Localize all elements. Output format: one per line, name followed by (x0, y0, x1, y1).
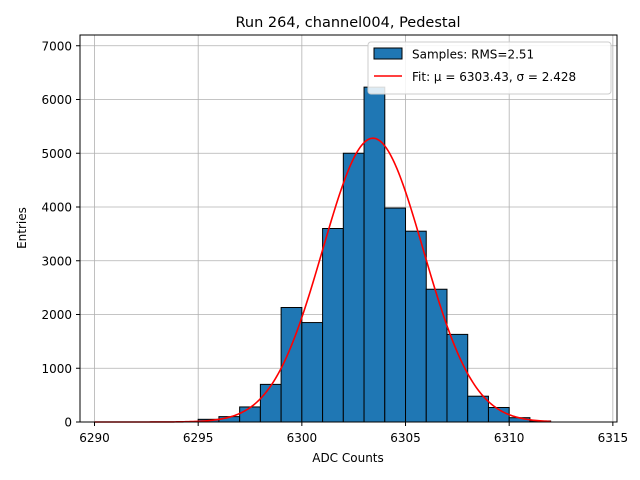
legend-frame (367, 41, 612, 95)
histogram-bar (363, 86, 386, 423)
x-tick-label: 6310 (494, 431, 525, 445)
legend-swatch-samples (373, 47, 403, 60)
x-axis-label: ADC Counts (312, 451, 384, 465)
y-tick-label: 5000 (41, 147, 72, 161)
x-tick-label: 6300 (287, 431, 318, 445)
x-tick-label: 6315 (598, 431, 629, 445)
legend-label-fit: Fit: μ = 6303.43, σ = 2.428 (412, 70, 576, 84)
histogram-bar (322, 228, 344, 423)
histogram-bar (384, 207, 407, 423)
histogram-bar (239, 406, 261, 423)
x-axis: 6290 6295 6300 6305 6310 6315 (79, 422, 628, 445)
histogram-bars (197, 86, 552, 423)
histogram-bar (301, 322, 324, 423)
legend: Samples: RMS=2.51 Fit: μ = 6303.43, σ = … (367, 41, 612, 95)
x-tick-label: 6305 (390, 431, 421, 445)
plot-frame (79, 34, 618, 423)
histogram-bar (405, 230, 427, 423)
y-axis: 0 1000 2000 3000 4000 5000 6000 7000 (41, 39, 80, 430)
histogram-bar (467, 395, 489, 423)
y-tick-label: 6000 (41, 93, 72, 107)
y-axis-label: Entries (15, 207, 29, 249)
x-tick-label: 6295 (183, 431, 214, 445)
y-tick-label: 1000 (41, 362, 72, 376)
histogram-bar (446, 333, 469, 423)
chart-title: Run 264, channel004, Pedestal (235, 15, 460, 31)
y-tick-label: 2000 (41, 308, 72, 322)
y-tick-label: 3000 (41, 254, 72, 268)
y-tick-label: 7000 (41, 39, 72, 53)
histogram-bar (342, 152, 365, 423)
histogram-bar (259, 383, 282, 423)
y-tick-label: 4000 (41, 201, 72, 215)
y-tick-label: 0 (64, 416, 72, 430)
legend-label-samples: Samples: RMS=2.51 (412, 48, 534, 62)
x-tick-label: 6290 (79, 431, 110, 445)
histogram-bar (425, 288, 448, 423)
